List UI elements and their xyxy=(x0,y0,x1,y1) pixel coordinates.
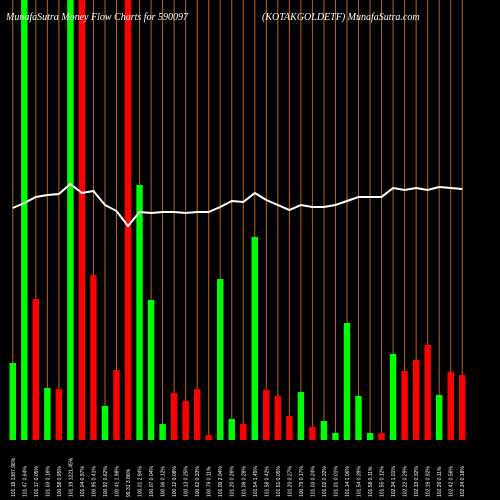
x-tick-label: 101.55 0.12% xyxy=(380,466,386,497)
plot: 101.18 1387.96% 101.47 0.64% 101.17 0.05% 1… xyxy=(9,0,466,497)
chart-title: MunafaSutra Money Flow Charts for 590097 xyxy=(5,12,189,23)
bar xyxy=(113,370,120,440)
x-tick-label: 101.58 0.11% xyxy=(368,466,374,497)
bar xyxy=(193,389,201,440)
bar xyxy=(32,299,40,440)
x-tick-label: 101.18 1387.96% xyxy=(11,457,17,497)
bar xyxy=(9,363,16,440)
x-tick-label: 101.51 0.05% xyxy=(276,466,282,497)
x-tick-label: 102.22 0.29% xyxy=(403,466,409,497)
x-tick-label: 100.62 0.33% xyxy=(195,466,201,497)
bar xyxy=(205,435,212,440)
bar xyxy=(378,433,385,440)
bar xyxy=(274,396,282,440)
x-tick-label: 101.01 0.01% xyxy=(333,466,339,497)
bar xyxy=(101,406,109,440)
x-tick-label: 100.95 0.41% xyxy=(91,466,97,497)
x-tick-label: 100.13 0.25% xyxy=(184,466,190,497)
x-tick-label: 102.33 0.32% xyxy=(414,466,420,497)
bar xyxy=(216,279,224,440)
x-tick-label: 100.41 1.98% xyxy=(114,466,120,497)
x-tick-label: 100.58 0.95% xyxy=(57,466,63,497)
x-tick-label: 101.47 0.64% xyxy=(22,466,28,497)
bar xyxy=(136,185,143,440)
bar xyxy=(297,392,305,440)
x-tick-label: 101.03 0.16% xyxy=(45,466,51,497)
x-tick-label: 101.09 2.04% xyxy=(218,466,224,497)
bar xyxy=(21,0,28,440)
x-tick-label: 101.03 0.24% xyxy=(310,466,316,497)
x-tick-label: 99.31 3.86% xyxy=(126,468,132,497)
bar xyxy=(78,0,86,440)
bar xyxy=(44,388,51,440)
bar xyxy=(435,395,443,440)
x-tick-label: 100.07 0.04% xyxy=(149,466,155,497)
x-tick-label: 101.14 1.06% xyxy=(345,466,351,497)
bar xyxy=(251,237,259,440)
x-tick-label: 100.79 0.17% xyxy=(299,466,305,497)
x-tick-label: 101.58 0.42% xyxy=(264,466,270,497)
bar xyxy=(286,416,293,440)
bar xyxy=(332,433,339,440)
bar xyxy=(263,390,270,440)
bar xyxy=(389,354,397,440)
bar xyxy=(412,360,420,440)
x-tick-label: 101.54 1.45% xyxy=(253,466,259,497)
x-tick-label: 100.92 0.62% xyxy=(103,466,109,497)
bar xyxy=(90,275,97,440)
x-tick-label: 102.19 0.92% xyxy=(426,466,432,497)
x-tick-label: 101.20 0.26% xyxy=(230,466,236,497)
bar xyxy=(240,424,247,440)
x-tick-label: 102.42 0.56% xyxy=(449,466,455,497)
x-tick-label: 100.06 0.12% xyxy=(161,466,167,497)
bar xyxy=(459,375,466,440)
bar xyxy=(447,372,454,440)
x-tick-label: 101.54 0.39% xyxy=(357,466,363,497)
bar xyxy=(67,0,74,440)
bar xyxy=(320,421,328,440)
x-tick-label: 101.20 0.27% xyxy=(287,466,293,497)
x-tick-label: 101.17 0.05% xyxy=(34,466,40,497)
bar xyxy=(309,427,316,440)
x-tick-label: 102.34 1.01% xyxy=(391,466,397,497)
bar xyxy=(228,419,235,440)
bar xyxy=(355,396,362,440)
x-tick-label: 101.04 0.97% xyxy=(80,466,86,497)
x-tick-label: 101.08 0.28% xyxy=(241,466,247,497)
x-tick-label: 100.01 2.94% xyxy=(138,466,144,497)
x-tick-label: 101.19 1221.45% xyxy=(68,457,74,497)
bar xyxy=(170,393,178,440)
x-tick-label: 101.02 0.32% xyxy=(322,466,328,497)
bar xyxy=(343,323,351,440)
bar xyxy=(401,371,408,440)
x-tick-label: 102.34 0.18% xyxy=(460,466,466,497)
price-line xyxy=(12,182,463,228)
bar xyxy=(366,433,374,440)
x-tick-label: 102.26 0.11% xyxy=(437,466,443,497)
bar xyxy=(159,424,166,440)
bar xyxy=(147,300,155,440)
chart-subtitle: (KOTAKGOLDETF) MunafaSutra.com xyxy=(262,12,420,23)
x-tick-label: 100.79 0.11% xyxy=(207,466,213,497)
x-tick-label: 100.12 0.08% xyxy=(172,466,178,497)
bar xyxy=(55,389,63,440)
bar xyxy=(124,0,132,440)
bar xyxy=(424,345,431,440)
bar xyxy=(182,401,189,440)
